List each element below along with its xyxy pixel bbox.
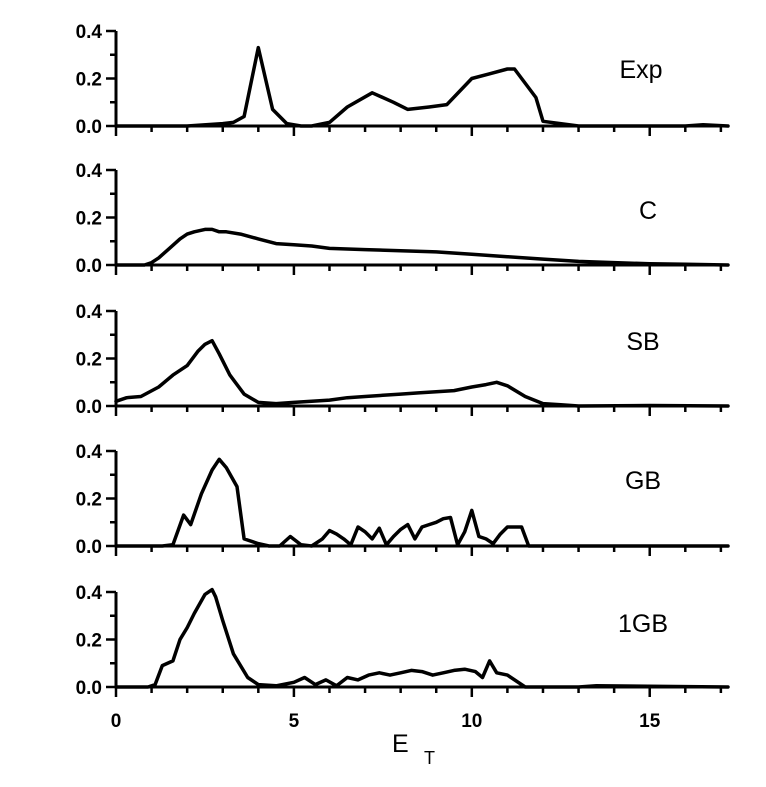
- y-tick-label: 0.0: [76, 678, 102, 699]
- y-tick-label: 0.4: [76, 302, 103, 323]
- panel-label-sb: SB: [626, 328, 659, 356]
- x-tick-label: 0: [111, 711, 122, 732]
- y-tick-label: 0.4: [76, 161, 103, 182]
- panel-label-1gb: 1GB: [618, 610, 668, 638]
- x-tick-label: 15: [639, 711, 661, 732]
- y-tick-label: 0.4: [76, 583, 103, 604]
- y-tick-label: 0.2: [76, 631, 102, 652]
- y-tick-label: 0.4: [76, 442, 103, 463]
- y-tick-label: 0.0: [76, 117, 102, 138]
- x-tick-label: 10: [461, 711, 482, 732]
- y-tick-label: 0.0: [76, 537, 102, 558]
- y-tick-label: 0.0: [76, 256, 102, 277]
- series-line-gb: [114, 457, 730, 548]
- series-line-c: [114, 227, 730, 267]
- x-axis-labels: E T: [392, 730, 435, 768]
- panel-label-exp: Exp: [619, 56, 662, 84]
- y-tick-label: 0.2: [76, 70, 102, 91]
- panel-label-gb: GB: [625, 467, 661, 495]
- panel-c: 0.0 0.2 0.4 C: [76, 161, 730, 277]
- panel-label-c: C: [639, 197, 657, 225]
- y-tick-label: 0.2: [76, 490, 102, 511]
- x-axis-title-subscript: T: [424, 748, 435, 768]
- y-tick-label: 0.0: [76, 397, 102, 418]
- series-line-exp: [114, 45, 730, 128]
- y-tick-label: 0.2: [76, 209, 102, 230]
- y-tick-label: 0.2: [76, 350, 102, 371]
- panels-layer: 0.00.20.4Exp0.00.20.4C0.00.20.4SB0.00.20…: [76, 22, 730, 732]
- series-line-1gb: [114, 587, 730, 689]
- panel-exp: 0.0 0.2 0.4 Exp: [76, 22, 730, 138]
- y-tick-label: 0.4: [76, 22, 103, 43]
- panel-gb: 0.0 0.2 0.4 GB: [76, 442, 730, 558]
- x-axis-title: E: [392, 730, 409, 758]
- x-tick-label: 5: [289, 711, 300, 732]
- panel-1gb: 0.0 0.2 0.4 1GB: [76, 583, 730, 699]
- x-tick-labels: 0 5 10 15: [111, 711, 661, 732]
- panel-sb: 0.0 0.2 0.4 SB: [76, 302, 730, 418]
- series-line-sb: [114, 338, 730, 408]
